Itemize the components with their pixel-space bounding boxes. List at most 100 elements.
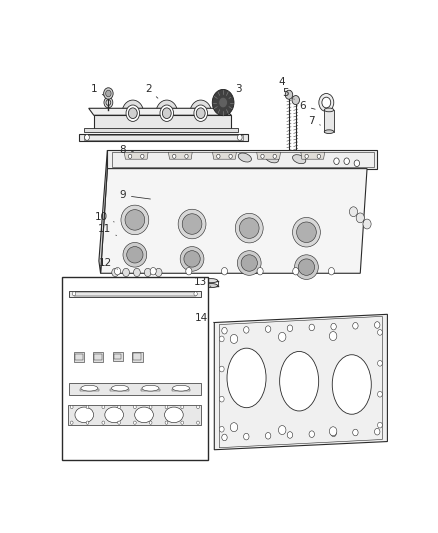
Polygon shape xyxy=(124,152,148,159)
Ellipse shape xyxy=(293,155,306,164)
Text: 12: 12 xyxy=(99,258,117,269)
Circle shape xyxy=(83,308,90,316)
Circle shape xyxy=(109,308,117,317)
Text: 9: 9 xyxy=(119,190,150,200)
Circle shape xyxy=(160,105,173,122)
Circle shape xyxy=(140,310,144,314)
Ellipse shape xyxy=(204,284,218,288)
Polygon shape xyxy=(78,134,248,141)
Circle shape xyxy=(285,90,293,99)
Circle shape xyxy=(104,327,117,343)
Circle shape xyxy=(106,329,115,340)
Ellipse shape xyxy=(235,213,263,243)
Circle shape xyxy=(265,326,271,333)
Circle shape xyxy=(134,324,149,342)
Ellipse shape xyxy=(241,255,258,271)
Circle shape xyxy=(363,219,371,229)
Ellipse shape xyxy=(142,385,159,391)
Circle shape xyxy=(128,154,132,158)
Polygon shape xyxy=(99,150,107,273)
Circle shape xyxy=(261,154,264,158)
Ellipse shape xyxy=(105,407,124,423)
Circle shape xyxy=(67,306,77,318)
Circle shape xyxy=(173,154,176,158)
Circle shape xyxy=(230,334,238,343)
Circle shape xyxy=(353,429,358,436)
Polygon shape xyxy=(62,277,208,460)
Circle shape xyxy=(292,95,300,104)
Circle shape xyxy=(138,308,145,317)
Ellipse shape xyxy=(324,108,334,112)
Circle shape xyxy=(162,108,171,118)
Circle shape xyxy=(166,309,171,316)
Polygon shape xyxy=(74,352,84,361)
Circle shape xyxy=(194,292,197,296)
Ellipse shape xyxy=(111,385,128,391)
Circle shape xyxy=(229,154,232,158)
Circle shape xyxy=(194,105,208,122)
Polygon shape xyxy=(301,152,325,159)
Ellipse shape xyxy=(324,130,334,134)
Circle shape xyxy=(165,406,168,409)
Circle shape xyxy=(86,421,89,424)
Polygon shape xyxy=(69,383,201,395)
Ellipse shape xyxy=(227,348,266,408)
Circle shape xyxy=(150,268,156,275)
Circle shape xyxy=(181,421,184,424)
Circle shape xyxy=(196,151,209,168)
Circle shape xyxy=(123,268,130,277)
Circle shape xyxy=(90,330,97,340)
Text: 3: 3 xyxy=(231,84,241,97)
Circle shape xyxy=(106,100,111,106)
Circle shape xyxy=(149,406,152,409)
Circle shape xyxy=(169,329,179,341)
Circle shape xyxy=(185,154,188,158)
Circle shape xyxy=(374,429,380,435)
Circle shape xyxy=(141,154,144,158)
Text: 4: 4 xyxy=(279,77,290,91)
Circle shape xyxy=(219,97,227,108)
Circle shape xyxy=(137,327,147,338)
Ellipse shape xyxy=(81,385,98,391)
Ellipse shape xyxy=(123,243,147,267)
Circle shape xyxy=(284,151,297,168)
Circle shape xyxy=(331,324,336,330)
Circle shape xyxy=(305,154,308,158)
Circle shape xyxy=(155,268,162,277)
Circle shape xyxy=(122,100,144,126)
Circle shape xyxy=(134,268,140,277)
Circle shape xyxy=(87,327,99,342)
Circle shape xyxy=(72,292,76,296)
Polygon shape xyxy=(169,152,192,159)
Text: 11: 11 xyxy=(97,224,117,236)
Circle shape xyxy=(67,326,83,344)
Circle shape xyxy=(219,396,224,402)
Text: 7: 7 xyxy=(308,116,321,126)
Ellipse shape xyxy=(184,251,200,267)
Circle shape xyxy=(317,154,321,158)
Text: 1: 1 xyxy=(91,84,104,95)
Circle shape xyxy=(374,322,380,328)
Circle shape xyxy=(329,332,337,341)
Circle shape xyxy=(105,210,116,223)
Polygon shape xyxy=(212,152,237,159)
Text: 10: 10 xyxy=(95,212,114,222)
Circle shape xyxy=(334,158,339,165)
Circle shape xyxy=(164,307,173,318)
Polygon shape xyxy=(93,352,103,361)
Circle shape xyxy=(378,422,382,428)
Circle shape xyxy=(108,227,115,236)
Circle shape xyxy=(237,134,242,140)
Circle shape xyxy=(123,307,132,318)
Circle shape xyxy=(286,155,295,165)
Ellipse shape xyxy=(279,351,319,411)
Circle shape xyxy=(257,268,263,275)
Ellipse shape xyxy=(121,205,149,235)
Ellipse shape xyxy=(182,214,202,235)
Circle shape xyxy=(240,151,253,168)
Circle shape xyxy=(329,427,337,436)
Circle shape xyxy=(309,431,314,438)
Circle shape xyxy=(165,421,168,424)
Circle shape xyxy=(219,426,224,432)
Ellipse shape xyxy=(75,407,94,423)
